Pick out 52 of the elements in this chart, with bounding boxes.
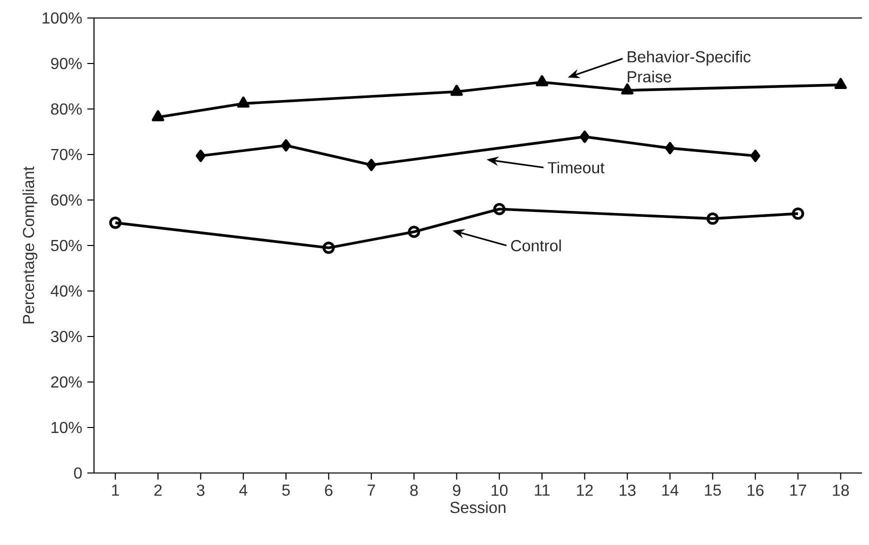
x-tick-label: 9: [452, 484, 460, 496]
y-tick-label: 70%: [51, 148, 82, 160]
y-tick-label: 80%: [51, 103, 82, 115]
y-tick-label: 100%: [42, 12, 82, 24]
y-axis-title: Percentage Compliant: [22, 166, 38, 324]
x-tick-label: 8: [410, 484, 418, 496]
point: [706, 212, 719, 225]
x-tick-label: 15: [704, 484, 721, 496]
x-tick-label: 6: [325, 484, 332, 496]
y-tick-label: 50%: [50, 240, 82, 252]
point: [834, 78, 847, 90]
annotation: Timeout: [548, 162, 604, 174]
x-tick-label: 7: [368, 484, 375, 496]
point: [580, 130, 590, 143]
point: [621, 83, 634, 94]
point: [152, 110, 164, 122]
point: [281, 139, 291, 152]
point: [109, 216, 122, 229]
x-tick-label: 10: [492, 484, 508, 496]
x-tick-label: 5: [282, 484, 290, 496]
x-axis-title: Session: [450, 501, 506, 514]
x-tick-label: 16: [748, 484, 764, 496]
y-tick-label: 20%: [51, 376, 82, 388]
point: [450, 84, 463, 96]
x-tick-label: 18: [832, 484, 849, 496]
point: [493, 202, 506, 216]
x-tick-label: 1: [112, 484, 119, 496]
y-tick-label: 30%: [50, 330, 82, 342]
x-tick-label: 4: [239, 484, 248, 496]
point: [536, 75, 548, 86]
point: [237, 96, 250, 108]
annotation: Behavior-Specific Praise: [628, 50, 751, 82]
point: [196, 150, 206, 162]
point: [408, 226, 420, 238]
point: [750, 150, 760, 162]
point: [792, 208, 804, 220]
point: [665, 142, 675, 154]
y-tick-label: 40%: [50, 285, 82, 297]
y-tick-label: 0: [74, 467, 82, 479]
x-tick-label: 11: [534, 484, 550, 496]
x-tick-label: 13: [620, 484, 636, 496]
x-tick-label: 17: [790, 484, 806, 496]
x-tick-label: 14: [662, 484, 678, 496]
annotation: Control: [511, 240, 561, 252]
x-tick-label: 12: [576, 484, 593, 496]
y-tick-label: 60%: [51, 194, 82, 206]
y-tick-label: 90%: [51, 58, 82, 70]
x-tick-label: 3: [196, 484, 204, 496]
point: [366, 158, 376, 172]
x-tick-label: 2: [154, 484, 162, 496]
y-tick-label: 10%: [52, 422, 82, 434]
point: [322, 242, 335, 254]
